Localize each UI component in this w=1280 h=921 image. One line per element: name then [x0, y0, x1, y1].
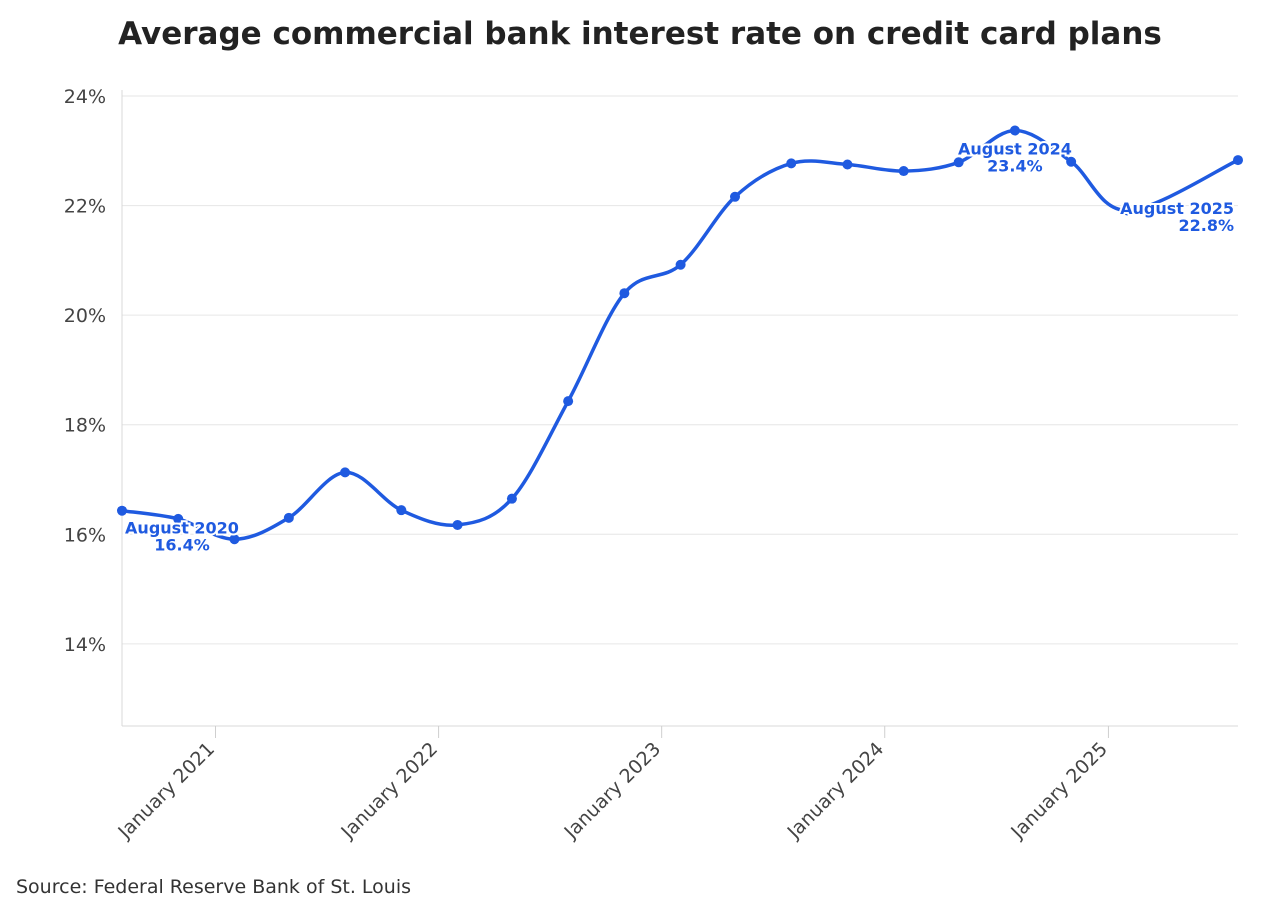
y-tick-label: 14% [64, 634, 106, 656]
data-point [117, 505, 127, 516]
annotation-label: August 2020 [125, 519, 239, 538]
data-point [506, 493, 517, 504]
data-point [842, 159, 853, 170]
data-point [1009, 125, 1020, 136]
x-tick-label: January 2021 [113, 738, 219, 844]
x-axis-ticks: January 2021 January 2022 January 2023 Janu… [113, 726, 1112, 844]
y-tick-label: 22% [64, 196, 106, 218]
data-point [953, 157, 964, 168]
data-point [1066, 156, 1077, 167]
x-tick-label: January 2025 [1006, 738, 1112, 844]
x-tick-label: January 2022 [336, 738, 442, 844]
y-tick-label: 24% [64, 86, 106, 108]
data-point [675, 259, 686, 270]
data-point [340, 467, 351, 478]
data-point [619, 288, 630, 299]
data-point [283, 512, 294, 523]
data-point [452, 519, 463, 530]
data-point [730, 191, 741, 202]
series-line [120, 128, 1240, 541]
y-axis-ticks: 14% 16% 18% 20% 22% 24% [64, 86, 106, 656]
axes [121, 90, 1238, 727]
series-rate [120, 128, 1240, 541]
source-note: Source: Federal Reserve Bank of St. Loui… [16, 876, 412, 898]
annotation-label: August 2025 [1120, 199, 1234, 218]
data-points [117, 125, 1243, 545]
x-tick-label: January 2024 [783, 738, 889, 844]
annotation-value: 16.4% [154, 536, 210, 555]
data-point [898, 166, 909, 177]
data-point [173, 513, 184, 524]
y-tick-label: 18% [64, 415, 106, 437]
chart-title: Average commercial bank interest rate on… [118, 16, 1162, 52]
annotation-value: 23.4% [987, 157, 1043, 176]
grid-lines [122, 95, 1238, 645]
annotation-label: August 2024 [958, 140, 1072, 159]
y-tick-label: 16% [64, 524, 106, 546]
data-point [229, 534, 240, 545]
annotation-value: 22.8% [1178, 216, 1234, 235]
y-tick-label: 20% [64, 305, 106, 327]
data-point [563, 396, 574, 407]
data-point [786, 158, 797, 169]
data-point [1233, 155, 1243, 166]
x-tick-label: January 2023 [560, 738, 666, 844]
data-point [396, 505, 407, 516]
data-point [1122, 205, 1133, 216]
